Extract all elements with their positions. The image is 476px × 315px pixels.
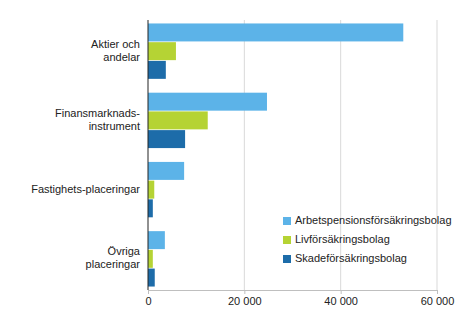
tick-label: 60 000 (421, 295, 455, 307)
tick-label: 0 (145, 295, 151, 307)
bar (148, 42, 176, 60)
category-labels: Aktier ochandelar Finansmarknads-instrume… (31, 38, 141, 271)
legend-label: Arbetspensionsförsäkringsbolag (295, 214, 452, 226)
tick: 20 000 (228, 290, 262, 307)
grid-line (244, 20, 245, 290)
bar (148, 93, 267, 111)
bar (148, 111, 208, 129)
tick-label: 20 000 (228, 295, 262, 307)
grid-line (340, 20, 341, 290)
category-label: Aktier ochandelar (91, 38, 140, 63)
tick-label: 40 000 (324, 295, 358, 307)
plot: 0 20 000 40 000 60 000 Aktier ochandelar Fina… (31, 20, 454, 307)
bar (148, 231, 165, 249)
bar (148, 61, 166, 79)
tick-mark (244, 290, 245, 294)
tick: 40 000 (324, 290, 358, 307)
legend-label: Skadeförsäkringsbolag (295, 252, 407, 264)
bar (148, 199, 153, 217)
bar (148, 23, 403, 41)
tick: 0 (145, 290, 151, 307)
tick-mark (341, 290, 342, 294)
legend-swatch (283, 236, 291, 244)
bar (148, 130, 185, 148)
tick-mark (148, 290, 149, 294)
bar (148, 181, 154, 199)
legend-label: Livförsäkringsbolag (295, 233, 390, 245)
x-axis-line (149, 291, 438, 295)
bar (148, 269, 155, 287)
legend-item: Arbetspensionsförsäkringsbolag (283, 214, 452, 226)
tick-mark (437, 290, 438, 294)
grid (244, 20, 437, 290)
legend-item: Livförsäkringsbolag (283, 233, 390, 245)
legend-swatch (283, 217, 291, 225)
y-axis (148, 20, 149, 290)
x-axis: 0 20 000 40 000 60 000 (145, 290, 454, 307)
legend: Arbetspensionsförsäkringsbolag Livförsäkr… (283, 214, 452, 264)
chart: 0 20 000 40 000 60 000 Aktier ochandelar Fina… (0, 0, 476, 315)
tick: 60 000 (421, 290, 455, 307)
bar (148, 162, 184, 180)
bar (148, 250, 153, 268)
y-axis-line (148, 20, 149, 290)
grid-line (437, 20, 438, 290)
category-label: Fastighets-placeringar (31, 183, 140, 195)
bars (148, 23, 403, 286)
category-label: Övrigaplaceringar (86, 245, 141, 270)
legend-item: Skadeförsäkringsbolag (283, 252, 407, 264)
category-label: Finansmarknads-instrument (55, 107, 140, 132)
legend-swatch (283, 255, 291, 263)
